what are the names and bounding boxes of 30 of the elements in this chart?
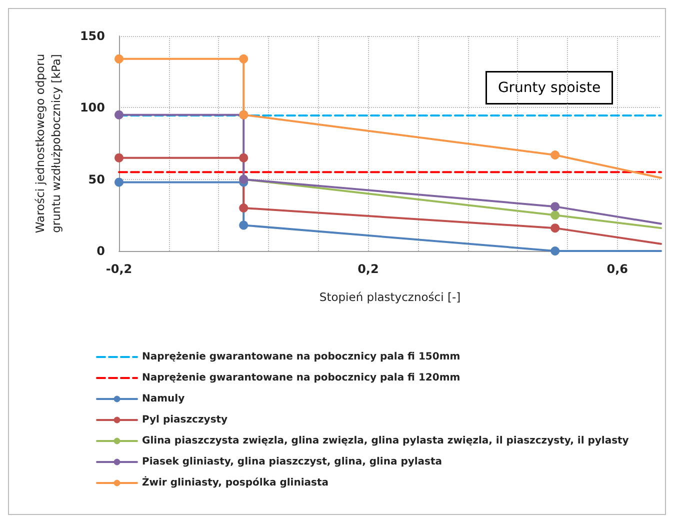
point (114, 153, 124, 162)
legend-label: Naprężenie gwarantowane na pobocznicy pala fi 150mm (142, 352, 460, 362)
annotation: Grunty spoiste (498, 80, 601, 96)
x-tick-label: 0,2 (358, 262, 379, 276)
legend-label: Glina piaszczysta zwięzla, glina zwięzla, glina pylasta zwięzla, il piaszczysty, il pylasty (142, 436, 630, 446)
legend-label: Namuly (142, 394, 186, 404)
y-tick-label: 0 (96, 244, 105, 258)
point (550, 210, 560, 220)
x-tick-label: -0,2 (106, 262, 132, 276)
legend-label: Piasek gliniasty, glina piaszczyst, glina, glina pylasta (142, 456, 442, 468)
point (114, 178, 124, 187)
x-tick-label: 0,6 (606, 262, 628, 276)
point (550, 224, 560, 233)
y-tick-label: 150 (80, 29, 105, 43)
point (239, 153, 248, 162)
point (239, 54, 248, 64)
x-axis-title: Stopień plastyczności [-] (319, 290, 461, 304)
y-tick-label: 100 (80, 100, 105, 115)
point (550, 202, 560, 212)
point (550, 150, 560, 160)
legend-label: Żwir gliniasty, pospólka gliniasta (142, 476, 328, 488)
legend-label: Naprężenie gwarantowane na pobocznicy pala fi 120mm (142, 372, 460, 384)
point (239, 204, 248, 212)
point (114, 110, 124, 120)
point (239, 220, 248, 230)
point (550, 246, 560, 256)
legend-label: Pyl piaszczysty (142, 414, 228, 426)
point (114, 54, 124, 64)
y-tick-label: 50 (88, 172, 105, 186)
y-axis-title: Warości jednostkowego odporu gruntu wzdłużpobocznicy [kPa] (33, 54, 63, 234)
